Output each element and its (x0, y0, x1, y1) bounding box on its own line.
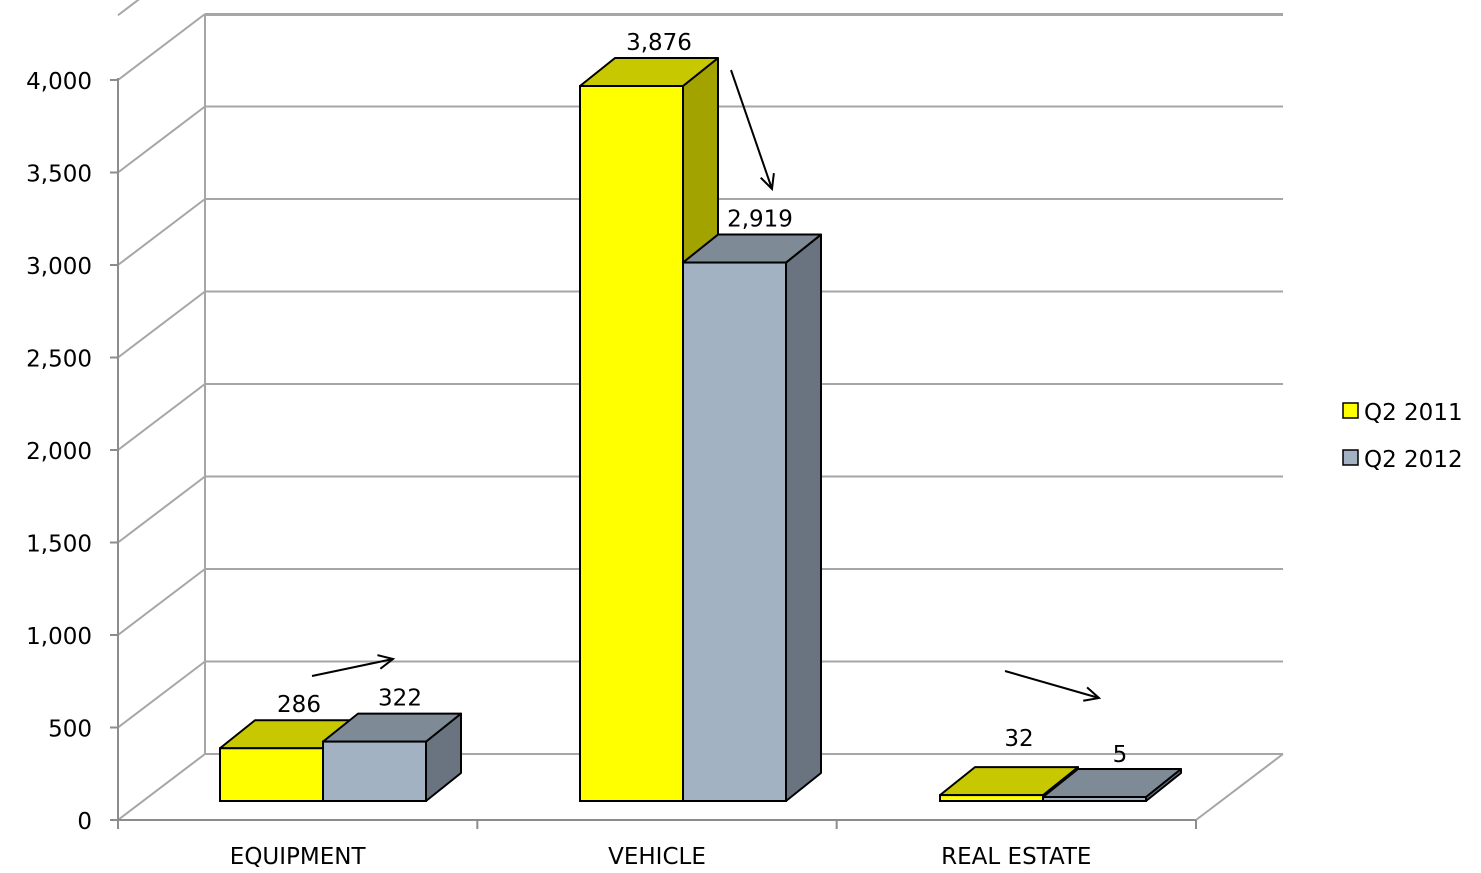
y-tick-label: 500 (48, 717, 92, 743)
data-label: 322 (378, 686, 422, 712)
trend-arrow-shaft (311, 658, 394, 677)
bar (1042, 796, 1147, 802)
side-wall-gridline (117, 383, 206, 451)
data-label: 32 (1004, 726, 1033, 752)
legend-swatch (1342, 449, 1359, 466)
floor-left-edge (117, 753, 206, 821)
bar (939, 794, 1044, 802)
y-tick-label: 1,500 (26, 532, 92, 558)
legend-label: Q2 2012 (1364, 447, 1463, 473)
bar-side-face (785, 233, 822, 802)
side-wall-gridline (117, 13, 206, 81)
y-tick-label: 3,000 (26, 254, 92, 280)
y-tick-label: 1,000 (26, 624, 92, 650)
y-tick-label: 3,500 (26, 162, 92, 188)
trend-arrow-shaft (1004, 670, 1100, 699)
x-tick-label: VEHICLE (608, 844, 706, 869)
trend-arrow-head (760, 172, 775, 192)
data-label: 3,876 (626, 30, 692, 56)
side-wall-gridline (117, 660, 206, 729)
data-label: 286 (277, 692, 321, 718)
side-wall-gridline (117, 198, 206, 266)
trend-arrow-shaft (730, 69, 773, 190)
legend-swatch (1342, 402, 1359, 419)
side-wall-gridline (117, 290, 206, 359)
bar (579, 85, 684, 802)
bar (322, 740, 427, 802)
y-tick-label: 4,000 (26, 69, 92, 95)
floor-right-edge (1195, 753, 1284, 821)
side-wall-gridline (117, 105, 206, 174)
side-wall-gridline (117, 475, 206, 544)
legend-label: Q2 2011 (1364, 400, 1463, 426)
x-tick-label: EQUIPMENT (230, 844, 367, 869)
trend-arrow-head (1083, 686, 1102, 702)
x-tick-label: REAL ESTATE (941, 844, 1091, 869)
trend-arrow-head (377, 654, 396, 670)
bar (682, 261, 787, 802)
y-tick-label: 0 (77, 809, 92, 835)
side-wall-top-edge (117, 0, 140, 17)
y-tick-label: 2,500 (26, 347, 92, 373)
bar (219, 747, 324, 803)
data-label: 5 (1113, 742, 1128, 768)
side-wall-gridline (117, 568, 206, 636)
y-tick-label: 2,000 (26, 439, 92, 465)
data-label: 2,919 (727, 207, 793, 233)
